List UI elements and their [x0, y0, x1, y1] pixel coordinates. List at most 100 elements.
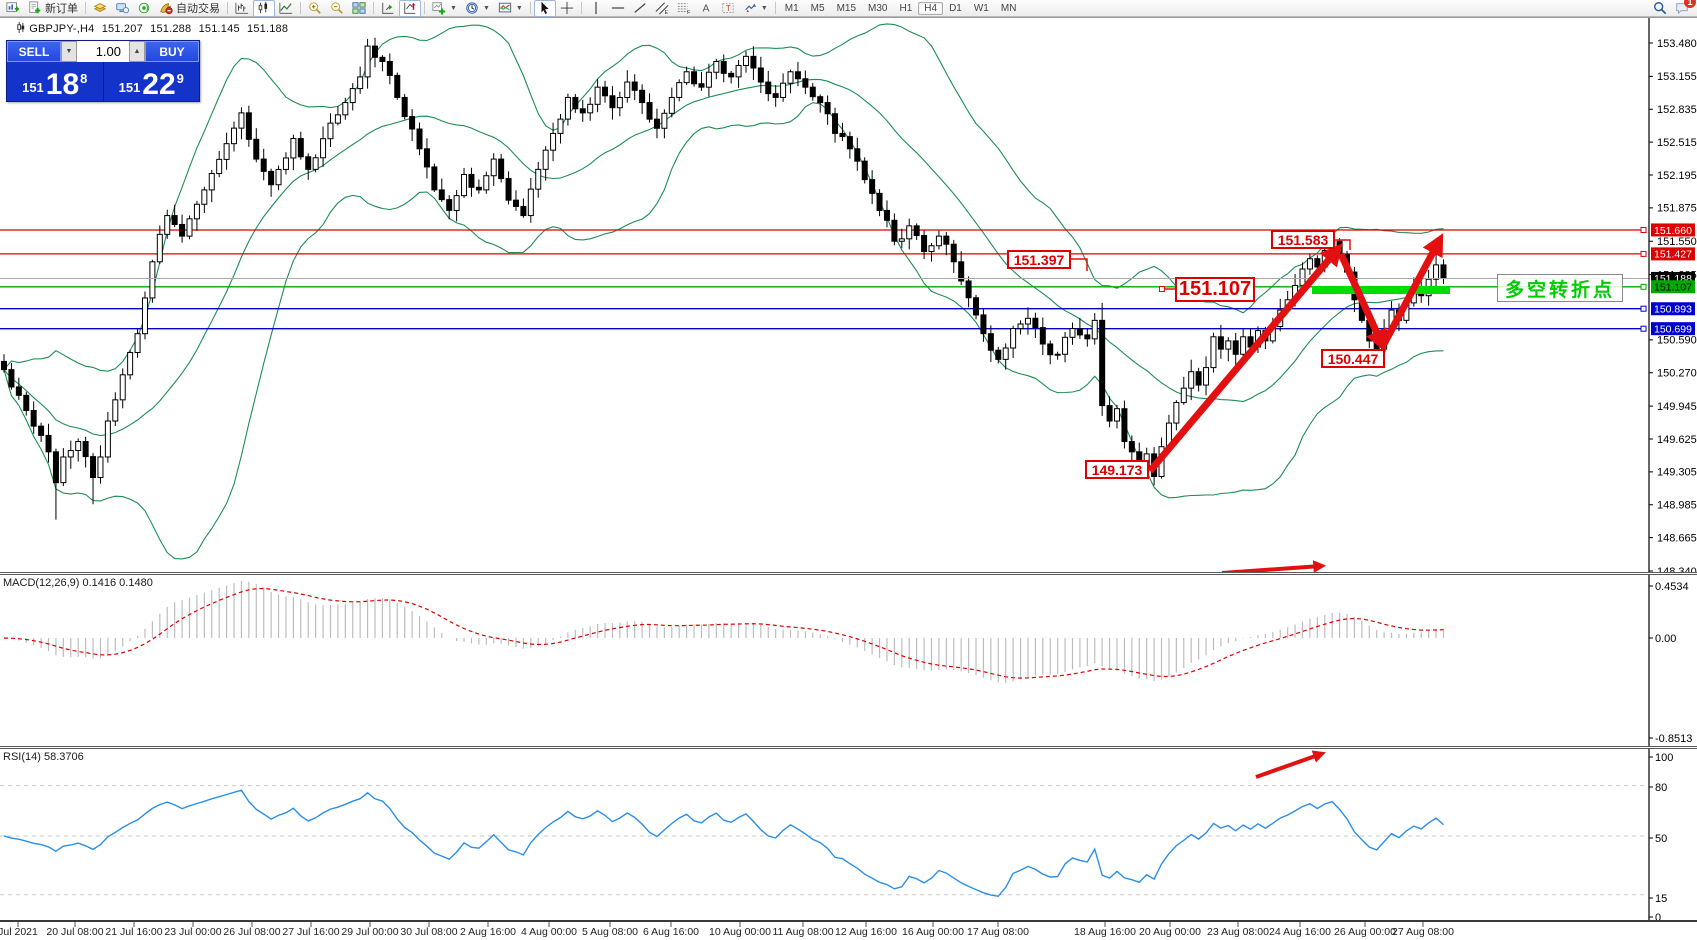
new-chart-button[interactable] [2, 0, 24, 17]
candle-body [431, 166, 438, 191]
market-watch-button[interactable] [89, 0, 111, 17]
hline-endpoint[interactable] [1640, 250, 1647, 257]
channel-tool-button[interactable]: E [651, 0, 673, 17]
panel-separator-macd[interactable] [0, 572, 1697, 575]
tf-button-D1[interactable]: D1 [949, 2, 962, 14]
trendline-tool-button[interactable] [629, 0, 651, 17]
hline-endpoint[interactable] [1640, 227, 1647, 233]
auto-scroll-button[interactable] [377, 0, 399, 17]
templates-button[interactable]: ▼ [494, 0, 527, 17]
auto-trading-label: 自动交易 [176, 3, 220, 15]
trend-arrow[interactable] [1380, 233, 1444, 346]
hline-endpoint[interactable] [1640, 325, 1647, 332]
candle-body [987, 333, 994, 351]
time-label: 18 Aug 16:00 [1074, 926, 1136, 938]
volume-input[interactable]: 1.00 [77, 41, 129, 62]
panel-separator-rsi[interactable] [0, 746, 1697, 749]
shapes-arrows-icon [745, 3, 756, 13]
ask-price[interactable]: 151 22 9 [104, 62, 200, 101]
buy-button[interactable]: BUY [145, 41, 199, 62]
tf-button-M15[interactable]: M15 [836, 2, 857, 14]
price-annotation-151.583[interactable]: 151.583 [1271, 230, 1335, 249]
one-click-trading-panel: SELL ▼ 1.00 ▲ BUY 151 18 8 151 22 9 [6, 40, 200, 102]
arrows-tool-button[interactable]: ▼ [739, 0, 772, 17]
auto-trading-button[interactable]: 自动交易 [155, 0, 224, 17]
price-annotation-150.447[interactable]: 150.447 [1321, 349, 1385, 368]
vertical-line-tool-button[interactable] [585, 0, 607, 17]
candle-body [1128, 441, 1135, 453]
candle-body [312, 157, 319, 170]
new-order-label: 新订单 [45, 3, 78, 15]
indicators-button[interactable]: ▼ [428, 0, 461, 17]
bid-main: 18 [45, 68, 80, 101]
candle-body [720, 60, 727, 74]
crosshair-tool-button[interactable] [556, 0, 578, 17]
candle-body [735, 64, 742, 78]
new-order-icon [29, 1, 41, 14]
new-order-button[interactable]: 新订单 [24, 0, 82, 17]
tf-button-MN[interactable]: MN [1000, 2, 1017, 14]
price-annotation-151.397[interactable]: 151.397 [1007, 250, 1071, 269]
volume-increase-button[interactable]: ▲ [129, 41, 145, 62]
fibonacci-tool-button[interactable]: F [673, 0, 695, 17]
candle-body [357, 76, 364, 90]
line-chart-mode-button[interactable] [275, 0, 297, 17]
candle-body [379, 56, 386, 62]
candle-body [468, 173, 475, 188]
periods-button[interactable]: ▼ [461, 0, 494, 17]
candle-body [1173, 402, 1180, 424]
trend-arrow[interactable] [1221, 560, 1327, 575]
text-tool-button[interactable]: A [695, 0, 717, 17]
candle-body [691, 71, 698, 85]
price-annotation-151.107[interactable]: 151.107 [1175, 277, 1255, 302]
tf-button-W1[interactable]: W1 [973, 2, 989, 14]
candle-chart-mode-button[interactable] [253, 0, 275, 17]
note-box[interactable]: 多空转折点 [1497, 274, 1623, 302]
tf-button-H4[interactable]: H4 [918, 1, 944, 15]
candle-body [282, 157, 289, 170]
hline-endpoint[interactable] [1640, 305, 1647, 312]
candle-body [883, 209, 890, 221]
candle-body [1024, 317, 1031, 325]
price-axis: 153.480 153.155 152.835 152.515 152.195 151.8… [1648, 18, 1697, 924]
candle-body [750, 55, 757, 69]
search-icon[interactable] [1653, 1, 1667, 15]
text-label-tool-button[interactable]: T [717, 0, 739, 17]
timeframe-group: M1 M5 M15 M30 H1 H4 D1 W1 MN [779, 1, 1023, 16]
hline-endpoint[interactable] [1640, 283, 1647, 290]
candle-body [193, 203, 200, 220]
svg-text:T: T [726, 4, 731, 13]
volume-decrease-button[interactable]: ▼ [61, 41, 77, 62]
chart-shift-button[interactable] [399, 0, 421, 17]
tf-button-H1[interactable]: H1 [899, 2, 913, 14]
zoom-in-button[interactable] [304, 0, 326, 17]
candle-body [171, 215, 178, 225]
signals-button[interactable] [133, 0, 155, 17]
zoom-out-button[interactable] [326, 0, 348, 17]
bid-price[interactable]: 151 18 8 [7, 62, 103, 101]
candle-body [579, 108, 586, 114]
tf-button-M5[interactable]: M5 [810, 2, 825, 14]
sell-button[interactable]: SELL [7, 41, 61, 62]
trend-arrow[interactable] [1337, 252, 1387, 353]
price-annotation-149.173[interactable]: 149.173 [1085, 460, 1149, 479]
ohlc-open: 151.207 [101, 23, 143, 35]
tf-button-M1[interactable]: M1 [784, 2, 799, 14]
cursor-tool-button[interactable] [533, 0, 556, 17]
signal-icon [138, 2, 150, 14]
terminal-button[interactable] [111, 0, 133, 17]
highlight-bar[interactable] [1312, 286, 1450, 294]
candle-body [602, 86, 609, 97]
horizontal-line-tool-button[interactable] [607, 0, 629, 17]
candle-body [245, 112, 252, 140]
bar-chart-mode-button[interactable] [231, 0, 253, 17]
trend-arrow[interactable] [1255, 750, 1326, 779]
trend-arrow[interactable] [1147, 243, 1343, 474]
tile-windows-button[interactable] [348, 0, 370, 17]
candle-body [394, 74, 401, 98]
tf-button-M30[interactable]: M30 [868, 2, 888, 14]
candle-body [772, 93, 779, 98]
notifications-button[interactable]: 1 [1675, 0, 1696, 15]
candle-body [186, 218, 193, 237]
